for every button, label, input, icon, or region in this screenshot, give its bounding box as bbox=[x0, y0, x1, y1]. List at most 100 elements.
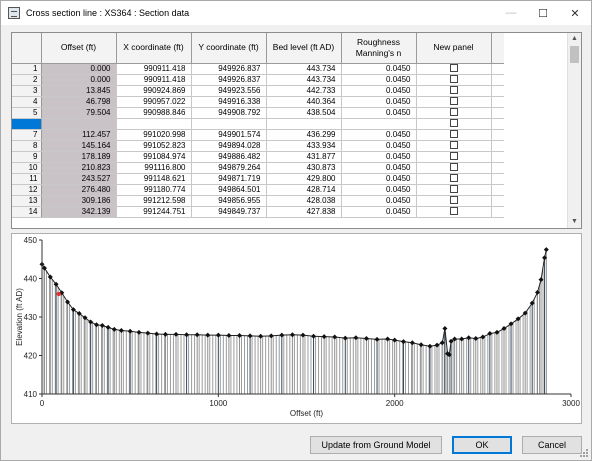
cell-y-coordinate[interactable]: 949901.574 bbox=[191, 129, 267, 141]
table-row[interactable]: 1 0.000 990911.418 949926.837 443.734 0.0450 bbox=[12, 63, 504, 75]
cell-offset[interactable]: 0.000 bbox=[41, 63, 117, 75]
cell-y-coordinate[interactable]: 949894.028 bbox=[191, 140, 267, 152]
cell-y-coordinate[interactable]: 949856.955 bbox=[191, 195, 267, 207]
column-header-x[interactable]: X coordinate (ft) bbox=[116, 33, 192, 64]
table-row[interactable]: 5 79.504 990988.846 949908.792 438.504 0.0450 bbox=[12, 107, 504, 119]
new-panel-checkbox[interactable] bbox=[449, 130, 458, 139]
row-number[interactable]: 10 bbox=[12, 162, 42, 174]
row-number[interactable]: 1 bbox=[12, 63, 42, 75]
scroll-down-arrow-icon[interactable]: ▼ bbox=[571, 218, 578, 225]
cell-bed-level[interactable]: 433.934 bbox=[266, 140, 342, 152]
resize-grip-icon[interactable] bbox=[579, 448, 589, 458]
cell-x-coordinate[interactable]: 990957.022 bbox=[116, 96, 192, 108]
cell-roughness[interactable]: 0.0450 bbox=[341, 74, 417, 86]
cell-y-coordinate[interactable]: 949926.837 bbox=[191, 63, 267, 75]
row-number[interactable]: 2 bbox=[12, 74, 42, 86]
grid-vertical-scrollbar[interactable]: ▲ ▼ bbox=[567, 33, 581, 228]
new-panel-checkbox[interactable] bbox=[449, 163, 458, 172]
row-number[interactable]: 3 bbox=[12, 85, 42, 97]
cell-y-coordinate[interactable]: 949871.719 bbox=[191, 173, 267, 185]
cell-roughness[interactable]: 0.0450 bbox=[341, 173, 417, 185]
cell-roughness[interactable]: 0.0450 bbox=[341, 140, 417, 152]
maximize-button[interactable]: ☐ bbox=[538, 7, 548, 20]
cell-x-coordinate[interactable]: 991148.621 bbox=[116, 173, 192, 185]
cell-y-coordinate[interactable]: 949864.501 bbox=[191, 184, 267, 196]
cell-y-coordinate[interactable]: 949886.482 bbox=[191, 151, 267, 163]
cell-x-coordinate[interactable] bbox=[116, 118, 192, 130]
cell-roughness[interactable]: 0.0450 bbox=[341, 162, 417, 174]
row-number[interactable]: 13 bbox=[12, 195, 42, 207]
cell-offset[interactable]: 276.480 bbox=[41, 184, 117, 196]
cell-y-coordinate[interactable]: 949908.792 bbox=[191, 107, 267, 119]
cell-bed-level[interactable]: 443.734 bbox=[266, 63, 342, 75]
cell-bed-level[interactable]: 427.838 bbox=[266, 206, 342, 218]
cell-offset[interactable] bbox=[41, 118, 117, 130]
cell-x-coordinate[interactable]: 991180.774 bbox=[116, 184, 192, 196]
new-panel-checkbox[interactable] bbox=[449, 119, 458, 128]
update-from-ground-model-button[interactable]: Update from Ground Model bbox=[310, 436, 442, 454]
row-number[interactable]: 9 bbox=[12, 151, 42, 163]
cross-section-chart[interactable]: 410 420 430 440 450 0 1000 2000 3000 Offset (ft) E… bbox=[11, 233, 582, 424]
column-header-roughness[interactable]: Roughness Manning's n bbox=[341, 33, 417, 64]
cell-x-coordinate[interactable]: 991020.998 bbox=[116, 129, 192, 141]
minimize-button[interactable]: — bbox=[505, 7, 517, 19]
cell-x-coordinate[interactable]: 990924.869 bbox=[116, 85, 192, 97]
cell-y-coordinate[interactable]: 949923.556 bbox=[191, 85, 267, 97]
table-row[interactable]: 7 112.457 991020.998 949901.574 436.299 0.045… bbox=[12, 129, 504, 141]
cell-offset[interactable]: 309.186 bbox=[41, 195, 117, 207]
table-row[interactable]: 8 145.164 991052.823 949894.028 433.934 0.045… bbox=[12, 140, 504, 152]
cell-offset[interactable]: 79.504 bbox=[41, 107, 117, 119]
table-row[interactable]: 11 243.527 991148.621 949871.719 429.800 0.04… bbox=[12, 173, 504, 185]
column-header-y[interactable]: Y coordinate (ft) bbox=[191, 33, 267, 64]
ok-button[interactable]: OK bbox=[452, 436, 512, 454]
cell-x-coordinate[interactable]: 990911.418 bbox=[116, 63, 192, 75]
cell-roughness[interactable]: 0.0450 bbox=[341, 85, 417, 97]
new-panel-checkbox[interactable] bbox=[449, 86, 458, 95]
table-row[interactable]: 2 0.000 990911.418 949926.837 443.734 0.0450 bbox=[12, 74, 504, 86]
table-row[interactable]: 13 309.186 991212.598 949856.955 428.038 0.04… bbox=[12, 195, 504, 207]
cell-bed-level[interactable]: 430.873 bbox=[266, 162, 342, 174]
table-row[interactable]: 4 46.798 990957.022 949916.338 440.364 0.0450 bbox=[12, 96, 504, 108]
cell-roughness[interactable]: 0.0450 bbox=[341, 195, 417, 207]
cell-offset[interactable]: 210.823 bbox=[41, 162, 117, 174]
cell-offset[interactable]: 178.189 bbox=[41, 151, 117, 163]
table-row[interactable]: 3 13.845 990924.869 949923.556 442.733 0.0450 bbox=[12, 85, 504, 97]
cell-roughness[interactable]: 0.0450 bbox=[341, 184, 417, 196]
table-row[interactable]: 9 178.189 991084.974 949886.482 431.877 0.045… bbox=[12, 151, 504, 163]
cell-x-coordinate[interactable]: 991244.751 bbox=[116, 206, 192, 218]
new-panel-checkbox[interactable] bbox=[449, 152, 458, 161]
cell-x-coordinate[interactable]: 990911.418 bbox=[116, 74, 192, 86]
row-number[interactable]: 12 bbox=[12, 184, 42, 196]
column-header-new-panel[interactable]: New panel bbox=[416, 33, 492, 64]
cell-y-coordinate[interactable] bbox=[191, 118, 267, 130]
cell-bed-level[interactable] bbox=[266, 118, 342, 130]
cell-y-coordinate[interactable]: 949849.737 bbox=[191, 206, 267, 218]
new-panel-checkbox[interactable] bbox=[449, 108, 458, 117]
cell-x-coordinate[interactable]: 991052.823 bbox=[116, 140, 192, 152]
new-panel-checkbox[interactable] bbox=[449, 64, 458, 73]
new-panel-checkbox[interactable] bbox=[449, 97, 458, 106]
close-button[interactable]: ✕ bbox=[570, 7, 580, 20]
cell-y-coordinate[interactable]: 949926.837 bbox=[191, 74, 267, 86]
cell-roughness[interactable]: 0.0450 bbox=[341, 206, 417, 218]
table-row[interactable]: 10 210.823 991116.800 949879.264 430.873 0.04… bbox=[12, 162, 504, 174]
cell-bed-level[interactable]: 431.877 bbox=[266, 151, 342, 163]
row-number[interactable]: 7 bbox=[12, 129, 42, 141]
cell-roughness[interactable]: 0.0450 bbox=[341, 129, 417, 141]
scroll-up-arrow-icon[interactable]: ▲ bbox=[571, 35, 578, 42]
row-number[interactable]: 8 bbox=[12, 140, 42, 152]
new-panel-checkbox[interactable] bbox=[449, 196, 458, 205]
cell-offset[interactable]: 0.000 bbox=[41, 74, 117, 86]
cell-bed-level[interactable]: 436.299 bbox=[266, 129, 342, 141]
cell-offset[interactable]: 46.798 bbox=[41, 96, 117, 108]
cell-offset[interactable]: 342.139 bbox=[41, 206, 117, 218]
row-number[interactable]: 4 bbox=[12, 96, 42, 108]
cell-bed-level[interactable]: 428.038 bbox=[266, 195, 342, 207]
cell-y-coordinate[interactable]: 949916.338 bbox=[191, 96, 267, 108]
cell-bed-level[interactable]: 429.800 bbox=[266, 173, 342, 185]
cell-bed-level[interactable]: 438.504 bbox=[266, 107, 342, 119]
column-header-bed-level[interactable]: Bed level (ft AD) bbox=[266, 33, 342, 64]
section-data-grid[interactable]: Offset (ft) X coordinate (ft) Y coordina… bbox=[11, 32, 582, 229]
cell-y-coordinate[interactable]: 949879.264 bbox=[191, 162, 267, 174]
scroll-thumb[interactable] bbox=[570, 46, 579, 63]
